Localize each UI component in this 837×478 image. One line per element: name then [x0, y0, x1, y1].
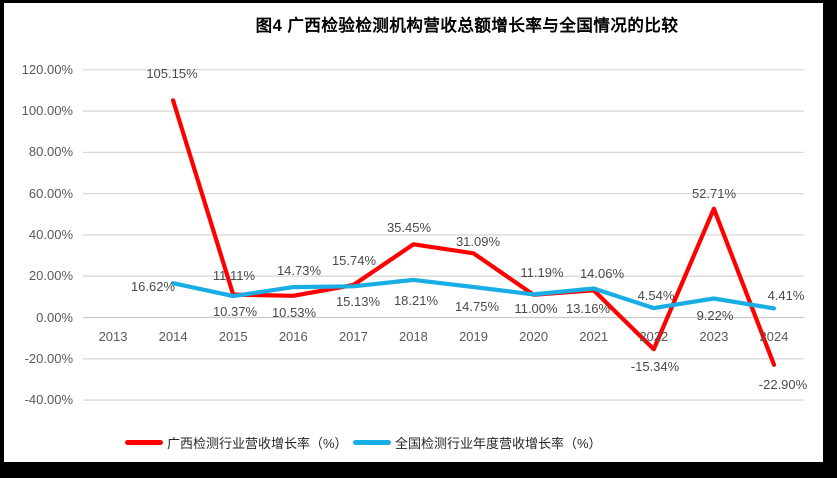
chart-title: 图4 广西检验检测机构营收总额增长率与全国情况的比较	[255, 17, 679, 35]
data-label: 4.41%	[767, 288, 805, 303]
data-label: 9.22%	[696, 308, 734, 323]
data-label: 11.00%	[514, 301, 558, 316]
y-axis-tick: 0.00%	[36, 309, 73, 325]
legend-swatch-guangxi	[125, 440, 163, 445]
legend-swatch-national	[353, 440, 391, 445]
y-axis-tick: -20.00%	[24, 350, 73, 366]
data-label: 13.16%	[565, 301, 611, 316]
x-axis-tick: 2017	[338, 329, 368, 344]
data-label: 11.11%	[212, 268, 256, 283]
data-label: 15.13%	[335, 294, 381, 309]
x-axis-tick: 2024	[759, 329, 789, 344]
x-axis-tick: 2018	[398, 329, 428, 344]
x-axis-tick: 2023	[699, 329, 729, 344]
data-label: 14.06%	[579, 266, 625, 281]
x-axis-tick: 2016	[278, 329, 308, 344]
frame-border-bottom	[0, 462, 837, 478]
y-axis-tick: 20.00%	[28, 268, 73, 284]
x-axis-tick: 2020	[519, 329, 549, 344]
data-label: 4.54%	[637, 288, 675, 303]
data-label: -22.90%	[758, 377, 808, 392]
data-label: 35.45%	[386, 220, 432, 235]
x-axis-tick: 2022	[639, 329, 669, 344]
frame-border-left	[0, 0, 4, 478]
y-axis-tick: -40.00%	[24, 392, 73, 408]
data-label: 14.75%	[454, 299, 500, 314]
data-label: -15.34%	[630, 359, 680, 374]
x-axis-tick: 2019	[459, 329, 488, 344]
data-label: 10.53%	[271, 305, 317, 320]
data-label: 52.71%	[691, 186, 737, 201]
x-axis-tick: 2021	[579, 329, 609, 344]
data-label: 18.21%	[393, 293, 439, 308]
data-label: 31.09%	[455, 234, 501, 249]
x-axis-tick: 2013	[98, 329, 128, 344]
data-label: 10.37%	[212, 304, 258, 319]
data-label: 105.15%	[146, 66, 198, 81]
legend-label-guangxi: 广西检测行业营收增长率（%）	[167, 436, 348, 451]
y-axis-tick: 40.00%	[28, 226, 73, 242]
series-line-national	[171, 277, 777, 311]
data-label: 14.73%	[276, 263, 322, 278]
frame-border-right	[823, 0, 837, 478]
legend-label-national: 全国检测行业年度营收增长率（%）	[395, 436, 602, 451]
data-label: 16.62%	[130, 279, 176, 294]
frame-border-top	[0, 0, 823, 3]
x-axis-tick: 2015	[218, 329, 248, 344]
y-axis-tick: 80.00%	[28, 144, 73, 160]
data-label: 11.19%	[520, 265, 564, 280]
series-line-guangxi	[171, 98, 777, 367]
data-label: 15.74%	[331, 253, 377, 268]
x-axis-tick: 2014	[158, 329, 188, 344]
y-axis-tick: 60.00%	[28, 185, 73, 201]
y-axis-tick: 120.00%	[21, 61, 73, 77]
y-axis-tick: 100.00%	[21, 103, 73, 119]
